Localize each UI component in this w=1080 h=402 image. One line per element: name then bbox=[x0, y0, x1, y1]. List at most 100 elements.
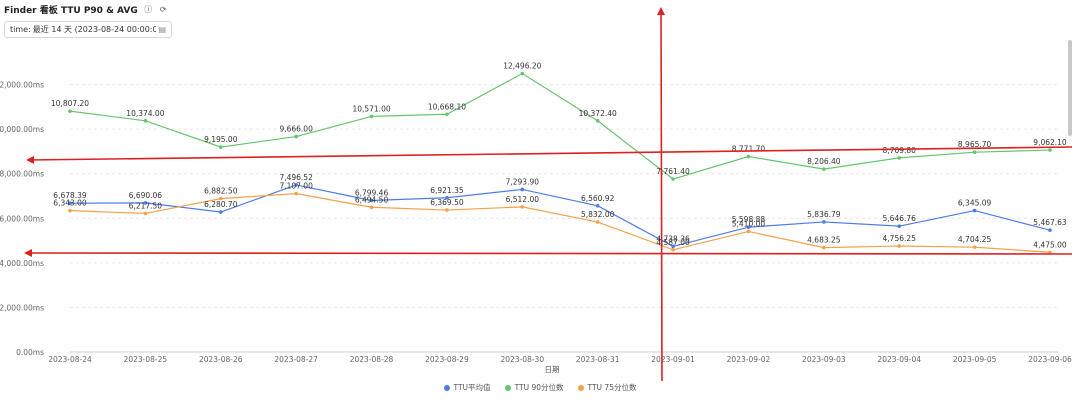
data-label-p75: 6,217.50 bbox=[129, 201, 163, 210]
x-tick-label: 2023-08-26 bbox=[199, 355, 243, 364]
y-tick-label: 8,000.00ms bbox=[0, 170, 44, 179]
x-tick-label: 2023-08-27 bbox=[274, 355, 318, 364]
data-label-p90: 10,807.20 bbox=[51, 99, 89, 108]
chart-title: Finder 看板 TTU P90 & AVG bbox=[4, 5, 138, 16]
x-tick-label: 2023-09-03 bbox=[802, 355, 846, 364]
data-point-p75[interactable] bbox=[369, 205, 374, 210]
info-icon[interactable]: ⓘ bbox=[144, 4, 153, 14]
data-point-p75[interactable] bbox=[218, 196, 223, 201]
annotation-arrow-upper bbox=[26, 146, 1073, 164]
data-point-avg[interactable] bbox=[294, 183, 298, 187]
data-point-p75[interactable] bbox=[520, 205, 525, 209]
data-point-p90[interactable] bbox=[746, 154, 751, 159]
legend-dot-icon bbox=[443, 384, 450, 391]
data-label-avg: 7,293.90 bbox=[506, 177, 540, 186]
y-tick-label: 0.00ms bbox=[16, 348, 44, 357]
data-label-avg: 6,678.39 bbox=[53, 191, 87, 200]
refresh-icon[interactable]: ⟳ bbox=[159, 4, 167, 14]
data-point-p90[interactable] bbox=[671, 177, 675, 181]
x-tick-label: 2023-09-05 bbox=[953, 355, 997, 364]
legend-item-p75[interactable]: TTU 75分位数 bbox=[577, 382, 636, 393]
data-point-p90[interactable] bbox=[68, 109, 72, 113]
legend-label: TTU平均值 bbox=[453, 383, 491, 392]
data-point-p75[interactable] bbox=[1048, 250, 1052, 255]
data-point-avg[interactable] bbox=[972, 208, 977, 213]
data-point-p75[interactable] bbox=[972, 245, 977, 249]
data-label-p90: 8,709.80 bbox=[883, 146, 917, 155]
data-label-p75: 5,410.00 bbox=[732, 219, 766, 228]
data-label-p90: 10,374.00 bbox=[126, 109, 164, 118]
x-tick-label: 2023-09-01 bbox=[651, 355, 695, 364]
data-label-avg: 6,280.70 bbox=[204, 200, 238, 209]
data-point-p90[interactable] bbox=[445, 112, 449, 117]
data-point-p90[interactable] bbox=[218, 145, 223, 149]
data-point-avg[interactable] bbox=[218, 210, 223, 214]
scrollbar[interactable] bbox=[1068, 40, 1072, 136]
data-point-p75[interactable] bbox=[746, 229, 751, 234]
data-label-p90: 9,666.00 bbox=[279, 125, 313, 134]
data-point-avg[interactable] bbox=[143, 201, 148, 205]
axes: 0.00ms 2,000.00ms 4,000.00ms 6,000.00ms 8,00… bbox=[0, 81, 1072, 364]
data-point-p90[interactable] bbox=[294, 134, 298, 139]
data-label-p90: 8,965.70 bbox=[958, 140, 992, 149]
time-filter-value: 最近 14 天 (2023-08-24 00:00:00 ~ ... bbox=[32, 25, 157, 34]
annotation-arrow-lower bbox=[24, 249, 1073, 258]
data-point-avg[interactable] bbox=[520, 187, 525, 192]
data-label-p75: 6,882.50 bbox=[204, 187, 238, 196]
data-point-p75[interactable] bbox=[671, 247, 675, 252]
data-label-avg: 7,496.52 bbox=[279, 173, 313, 182]
x-tick-label: 2023-08-29 bbox=[425, 355, 469, 364]
data-point-avg[interactable] bbox=[369, 198, 374, 203]
data-point-p75[interactable] bbox=[897, 244, 902, 248]
line-chart: 0.00ms 2,000.00ms 4,000.00ms 6,000.00ms 8,00… bbox=[0, 7, 1073, 382]
legend-item-avg[interactable]: TTU平均值 bbox=[443, 382, 491, 393]
data-label-avg: 4,738.36 bbox=[656, 234, 690, 243]
data-label-p90: 10,372.40 bbox=[579, 109, 617, 118]
data-point-p90[interactable] bbox=[1048, 148, 1052, 152]
data-point-avg[interactable] bbox=[746, 225, 751, 230]
data-point-avg[interactable] bbox=[68, 201, 72, 205]
data-point-p75[interactable] bbox=[294, 191, 298, 196]
chart-legend: TTU平均值 TTU 90分位数 TTU 75分位数 bbox=[0, 382, 1080, 393]
time-range-filter[interactable]: time: 最近 14 天 (2023-08-24 00:00:00 ~ ...… bbox=[4, 21, 172, 38]
data-point-p75[interactable] bbox=[445, 208, 449, 212]
data-label-avg: 6,345.09 bbox=[958, 199, 992, 208]
data-point-p90[interactable] bbox=[595, 119, 600, 123]
legend-item-p90[interactable]: TTU 90分位数 bbox=[504, 382, 564, 393]
data-point-p90[interactable] bbox=[822, 167, 826, 171]
data-point-p75[interactable] bbox=[595, 220, 600, 224]
data-point-p90[interactable] bbox=[520, 71, 525, 76]
data-label-p75: 4,587.00 bbox=[656, 238, 690, 247]
calendar-icon[interactable]: ▤ bbox=[158, 25, 166, 34]
data-point-avg[interactable] bbox=[595, 203, 600, 208]
legend-dot-icon bbox=[577, 384, 584, 391]
x-tick-label: 2023-08-31 bbox=[576, 355, 620, 364]
data-labels: 6,678.39 6,690.06 6,280.70 7,496.52 6,799.46… bbox=[51, 62, 1067, 250]
x-tick-label: 2023-09-04 bbox=[877, 355, 921, 364]
data-label-p90: 9,062.10 bbox=[1033, 138, 1067, 147]
x-tick-label: 2023-09-02 bbox=[727, 355, 771, 364]
series-line-p90 bbox=[69, 72, 1051, 180]
data-label-avg: 5,598.88 bbox=[732, 215, 766, 224]
data-label-p75: 4,704.25 bbox=[958, 235, 992, 244]
data-point-avg[interactable] bbox=[1048, 228, 1052, 232]
data-label-p75: 7,107.00 bbox=[279, 182, 313, 191]
data-point-p90[interactable] bbox=[897, 156, 902, 160]
data-point-p90[interactable] bbox=[369, 114, 374, 119]
data-label-p90: 9,195.00 bbox=[204, 135, 238, 144]
legend-dot-icon bbox=[504, 384, 511, 391]
data-point-avg[interactable] bbox=[897, 224, 902, 228]
data-point-p75[interactable] bbox=[822, 245, 826, 250]
data-point-avg[interactable] bbox=[671, 244, 675, 249]
data-point-p90[interactable] bbox=[972, 150, 977, 154]
data-point-avg[interactable] bbox=[445, 195, 449, 200]
data-label-p90: 8,771.70 bbox=[732, 145, 766, 154]
data-label-p75: 6,512.00 bbox=[506, 195, 540, 204]
grid-lines bbox=[70, 84, 1058, 353]
data-point-p75[interactable] bbox=[143, 211, 148, 216]
data-point-avg[interactable] bbox=[822, 220, 826, 224]
data-label-avg: 5,836.79 bbox=[807, 210, 841, 219]
data-point-p90[interactable] bbox=[143, 119, 148, 123]
data-point-p75[interactable] bbox=[68, 208, 72, 213]
series-line-p75 bbox=[69, 193, 1051, 253]
